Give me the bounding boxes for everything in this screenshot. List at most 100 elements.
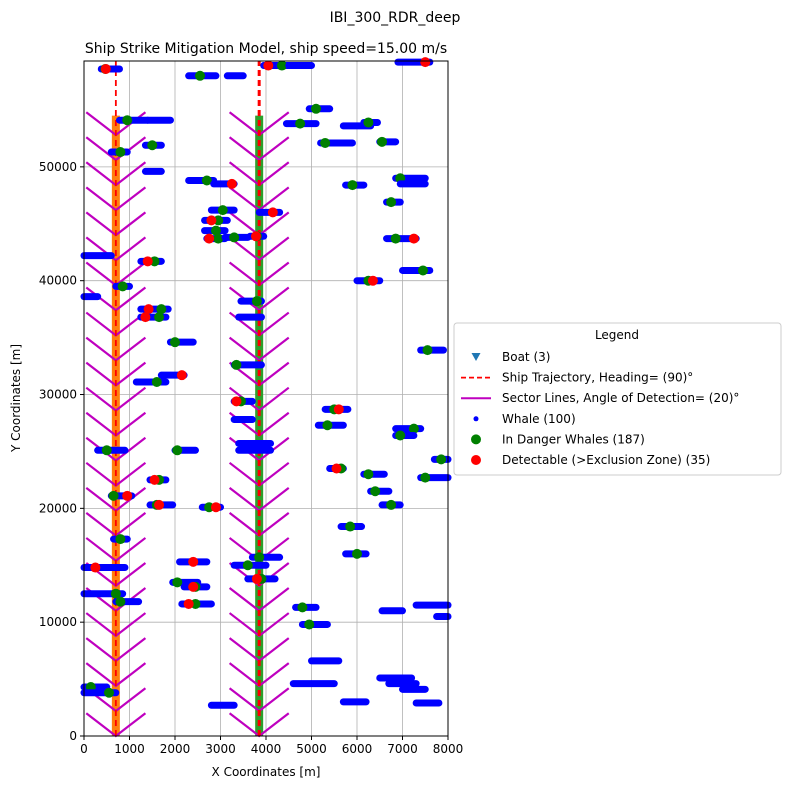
y-tick-label: 30000: [39, 388, 77, 402]
in-danger-whale-point: [363, 117, 374, 128]
detectable-whale-point: [333, 404, 344, 415]
x-tick-label: 5000: [296, 742, 327, 756]
x-axis-ticks: 0 1000 2000 3000 4000 5000 6000 7000 8000: [80, 736, 463, 756]
in-danger-whale-point: [295, 118, 306, 129]
y-axis-label: Y Coordinates [m]: [9, 344, 23, 453]
in-danger-whale-point: [154, 312, 165, 323]
in-danger-whale-point: [117, 281, 128, 292]
in-danger-whale-point: [304, 619, 315, 630]
in-danger-whale-point: [311, 103, 322, 114]
in-danger-whale-point: [436, 454, 447, 465]
legend-entry-label: In Danger Whales (187): [502, 432, 645, 446]
in-danger-whale-point: [347, 180, 358, 191]
in-danger-whale-point: [172, 577, 183, 588]
x-tick-label: 4000: [251, 742, 282, 756]
detectable-whale-point: [250, 231, 261, 242]
in-danger-whale-point: [417, 265, 428, 276]
in-danger-whale-point: [217, 205, 228, 216]
x-axis-label: X Coordinates [m]: [212, 765, 321, 779]
in-danger-whale-point: [322, 420, 333, 431]
detectable-whale-point: [90, 562, 101, 573]
detectable-whale-point: [122, 490, 133, 501]
detectable-whale-point: [149, 474, 160, 485]
in-danger-whale-point: [108, 490, 119, 501]
y-tick-label: 10000: [39, 615, 77, 629]
legend-entry-label: Ship Trajectory, Heading= (90)°: [502, 371, 693, 385]
in-danger-whale-point: [170, 337, 180, 348]
in-danger-whale-point: [345, 521, 356, 532]
in-danger-whale-point: [377, 136, 388, 147]
in-danger-whale-point: [104, 687, 115, 698]
in-danger-whale-point: [276, 60, 287, 71]
in-danger-whale-point: [201, 175, 212, 186]
in-danger-whale-point: [251, 296, 262, 307]
in-danger-whale-point: [420, 472, 431, 483]
in-danger-whale-point: [213, 233, 224, 244]
in-danger-whale-point: [422, 345, 433, 356]
detectable-whale-point: [176, 370, 187, 381]
detectable-whale-point: [188, 556, 199, 567]
detectable-whale-point: [408, 233, 419, 244]
in-danger-whale-point: [195, 70, 206, 81]
legend-marker-dot: [471, 455, 481, 465]
legend-entry-label: Sector Lines, Angle of Detection= (20)°: [502, 391, 739, 405]
in-danger-whale-point: [156, 304, 167, 315]
in-danger-whale-point: [115, 534, 126, 545]
plot-area: [80, 57, 452, 738]
in-danger-whale-point: [386, 499, 397, 510]
detectable-whale-point: [143, 304, 154, 315]
in-danger-whale-point: [242, 560, 253, 571]
in-danger-whale-point: [147, 140, 158, 151]
detectable-whale-point: [210, 502, 221, 513]
in-danger-whale-point: [408, 423, 419, 434]
x-tick-label: 0: [80, 742, 88, 756]
in-danger-whale-point: [395, 430, 406, 441]
legend-entries: Boat (3) Ship Trajectory, Heading= (90)° S…: [461, 350, 739, 467]
detectable-whale-point: [188, 581, 199, 592]
in-danger-whale-point: [115, 147, 126, 158]
y-tick-label: 20000: [39, 501, 77, 515]
detectable-whale-point: [204, 233, 215, 244]
y-tick-label: 0: [69, 729, 77, 743]
detectable-whale-point: [420, 57, 431, 68]
detectable-whale-point: [251, 573, 262, 584]
in-danger-whale-point: [210, 225, 221, 236]
x-tick-label: 1000: [114, 742, 145, 756]
in-danger-whale-point: [115, 596, 126, 607]
legend: Legend Boat (3) Ship Trajectory, Heading=…: [453, 322, 782, 476]
detectable-whale-point: [183, 598, 194, 609]
x-tick-label: 2000: [160, 742, 191, 756]
in-danger-whale-point: [352, 548, 362, 559]
in-danger-whale-point: [390, 233, 401, 244]
in-danger-whale-point: [172, 445, 183, 456]
in-danger-whale-point: [363, 469, 374, 480]
x-tick-label: 3000: [205, 742, 236, 756]
legend-marker-boat: [471, 353, 481, 361]
detectable-whale-point: [263, 60, 274, 71]
detectable-whale-point: [206, 215, 217, 226]
in-danger-whale-point: [370, 486, 381, 497]
in-danger-whale-point: [254, 552, 265, 563]
detectable-whale-point: [331, 463, 342, 474]
legend-marker-whale: [473, 416, 479, 422]
detectable-whale-point: [231, 396, 242, 407]
x-tick-label: 8000: [433, 742, 464, 756]
chart-title: Ship Strike Mitigation Model, ship speed…: [85, 41, 447, 57]
in-danger-whale-point: [320, 137, 331, 148]
legend-entry-label: Whale (100): [502, 412, 576, 426]
in-danger-whale-point: [151, 376, 162, 387]
in-danger-whale-point: [297, 602, 308, 613]
in-danger-whale-point: [229, 232, 240, 243]
legend-entry-label: Boat (3): [502, 350, 550, 364]
x-tick-label: 6000: [342, 742, 373, 756]
x-tick-label: 7000: [387, 742, 418, 756]
detectable-whale-point: [100, 63, 111, 74]
y-tick-label: 40000: [39, 274, 77, 288]
detectable-whale-point: [142, 256, 153, 267]
in-danger-whale-point: [101, 445, 112, 456]
y-axis-ticks: 0 10000 20000 30000 40000 50000: [39, 160, 84, 743]
legend-box: [453, 322, 782, 476]
grid-lines: [83, 61, 449, 737]
in-danger-whale-point: [110, 588, 121, 599]
